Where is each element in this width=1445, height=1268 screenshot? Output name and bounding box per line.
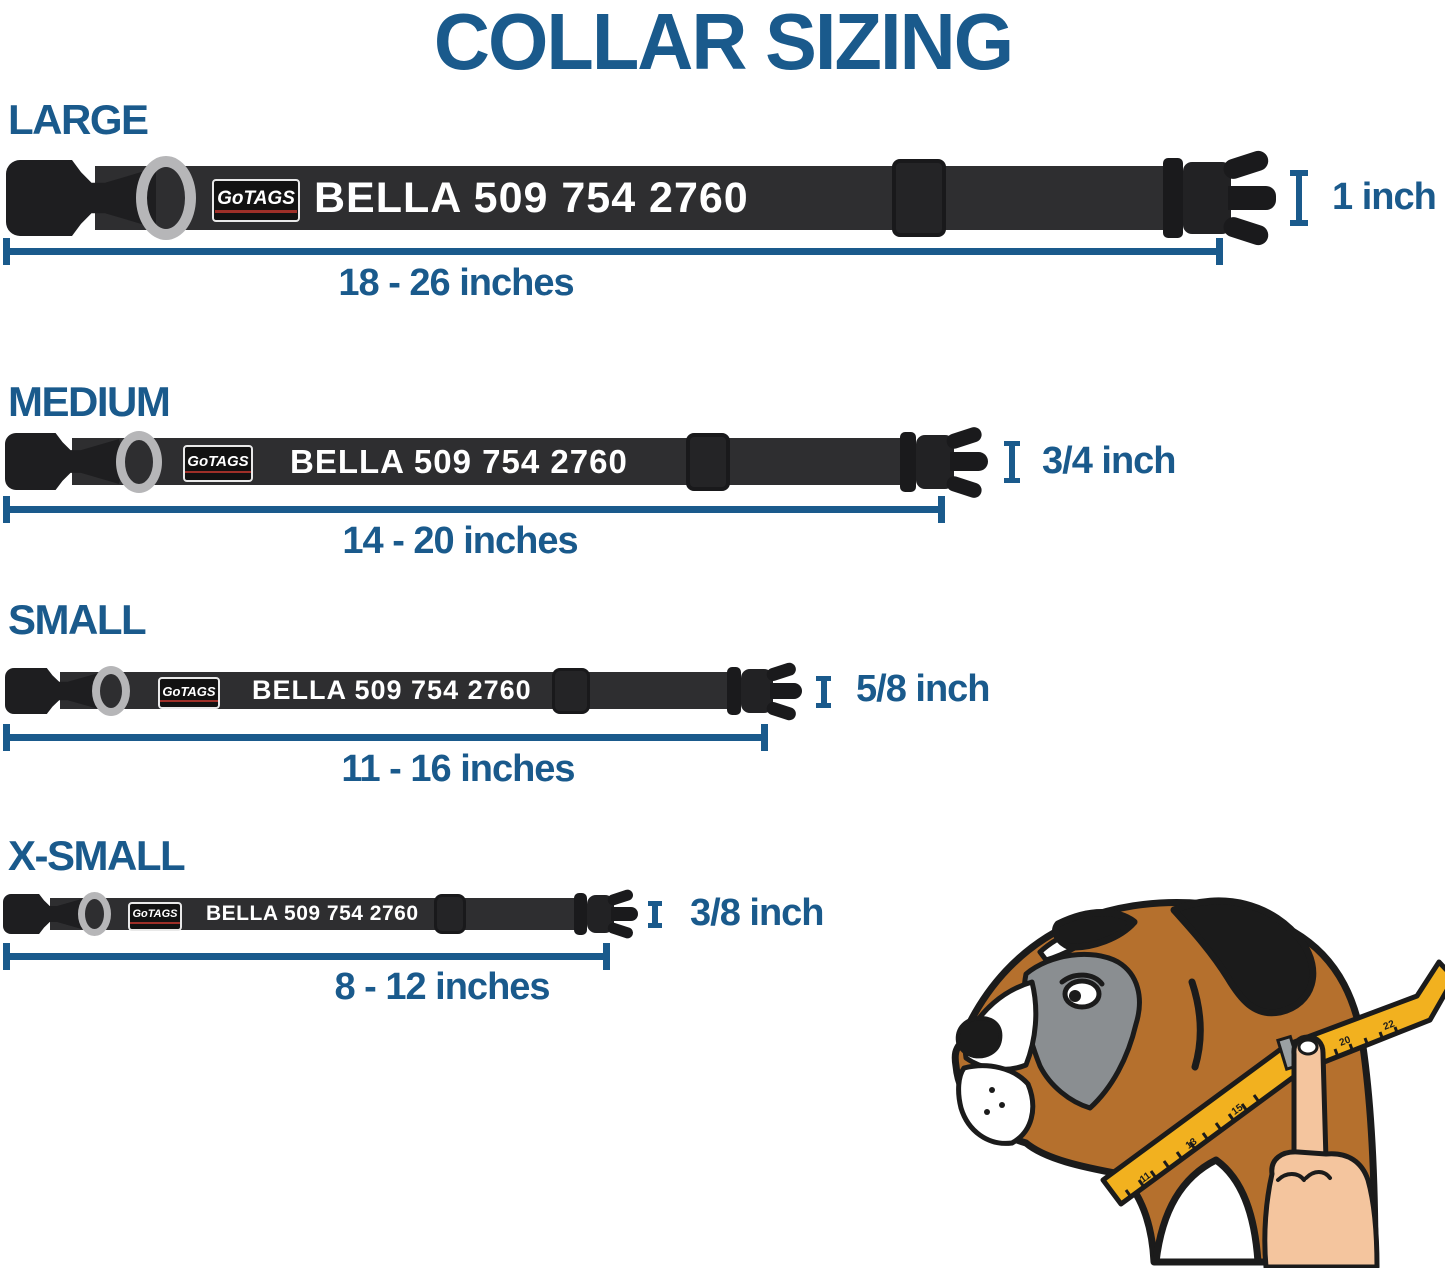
strap-adjuster-icon [552, 668, 590, 714]
page-title: COLLAR SIZING [433, 0, 1013, 86]
brand-patch: GoTAGS [212, 179, 300, 222]
dog-pupil [1069, 990, 1081, 1002]
length-line [3, 238, 1223, 265]
size-label: SMALL [8, 596, 147, 643]
buckle-prong-icon [1228, 186, 1276, 210]
buckle-prong-icon [764, 700, 798, 722]
width-indicator-bracket [816, 676, 831, 708]
buckle-prong-icon [944, 474, 984, 500]
strap-adjuster-icon [892, 159, 946, 237]
knuckle-lines [1276, 1170, 1332, 1182]
size-label: LARGE [8, 96, 149, 143]
buckle-prong-icon [611, 907, 638, 921]
width-label: 3/4 inch [1042, 440, 1176, 482]
buckle-prong-icon [606, 921, 635, 940]
buckle-prong-icon [1220, 148, 1271, 182]
boxer-dog-icon: 11 13 15 20 22 [951, 897, 1445, 1268]
buckle-male-bar-icon [1163, 158, 1183, 238]
collar-personalization: BELLA 509 754 2760 [206, 902, 419, 925]
d-ring-icon [136, 156, 196, 240]
buckle-male-bar-icon [900, 432, 916, 492]
buckle-prong-icon [944, 425, 984, 451]
hand-icon [1262, 1034, 1380, 1268]
buckle-prong-icon [606, 888, 635, 907]
strap-adjuster-icon [434, 894, 466, 934]
buckle-prong-icon [770, 683, 802, 699]
length-line [3, 724, 768, 751]
buckle-prong-icon [950, 452, 988, 471]
brand-label: GoTAGS [130, 909, 180, 924]
buckle-prong-icon [764, 661, 798, 683]
length-label: 11 - 16 inches [341, 748, 575, 790]
buckle-prong-icon [1220, 214, 1271, 248]
brand-patch: GoTAGS [158, 677, 220, 709]
brand-label: GoTAGS [185, 454, 251, 473]
width-label: 5/8 inch [856, 668, 990, 710]
width-indicator-bracket [1004, 441, 1020, 483]
dog-brow-patch [1052, 909, 1138, 951]
length-label: 18 - 26 inches [338, 262, 574, 304]
collar-personalization: BELLA 509 754 2760 [290, 443, 628, 480]
dog-mask [1021, 951, 1142, 1111]
size-label: X-SMALL [8, 832, 186, 879]
length-label: 8 - 12 inches [334, 966, 550, 1008]
tape-number: 22 [1382, 1018, 1397, 1032]
brand-label: GoTAGS [215, 189, 297, 213]
buckle-male-bar-icon [574, 893, 587, 935]
dog-whisker-dot [989, 1087, 995, 1093]
dog-nose [955, 1016, 1003, 1059]
dog-neck-crease [1188, 978, 1204, 1071]
width-label: 1 inch [1332, 176, 1437, 218]
dog-eyebrow [1059, 972, 1105, 987]
buckle-male-body-icon [1183, 162, 1231, 234]
tape-number: 20 [1338, 1034, 1353, 1048]
collar-personalization: BELLA 509 754 2760 [252, 675, 532, 705]
length-line [3, 943, 610, 970]
length-line [3, 496, 945, 523]
fingernail [1297, 1038, 1319, 1056]
collar-personalization: BELLA 509 754 2760 [314, 174, 749, 222]
hand-fist [1262, 1149, 1380, 1268]
d-ring-icon [116, 431, 162, 493]
brand-patch: GoTAGS [128, 902, 182, 931]
dog-ear [1170, 897, 1317, 1017]
dog-jowl [956, 1063, 1036, 1146]
dog-whisker-dot [999, 1102, 1005, 1108]
width-indicator-bracket [1290, 170, 1308, 226]
dog-whisker-dot [984, 1109, 990, 1115]
d-ring-icon [78, 892, 111, 936]
dog-measuring-illustration: 11 13 15 20 22 [942, 862, 1445, 1268]
width-indicator-bracket [648, 901, 662, 928]
width-label: 3/8 inch [690, 892, 824, 934]
length-label: 14 - 20 inches [342, 520, 578, 562]
buckle-male-bar-icon [727, 667, 741, 715]
hand-finger [1291, 1034, 1329, 1165]
brand-label: GoTAGS [160, 685, 218, 702]
strap-adjuster-icon [686, 433, 730, 491]
dog-chest [1152, 1156, 1262, 1266]
d-ring-icon [92, 666, 130, 716]
brand-patch: GoTAGS [183, 445, 253, 482]
size-label: MEDIUM [8, 378, 171, 425]
